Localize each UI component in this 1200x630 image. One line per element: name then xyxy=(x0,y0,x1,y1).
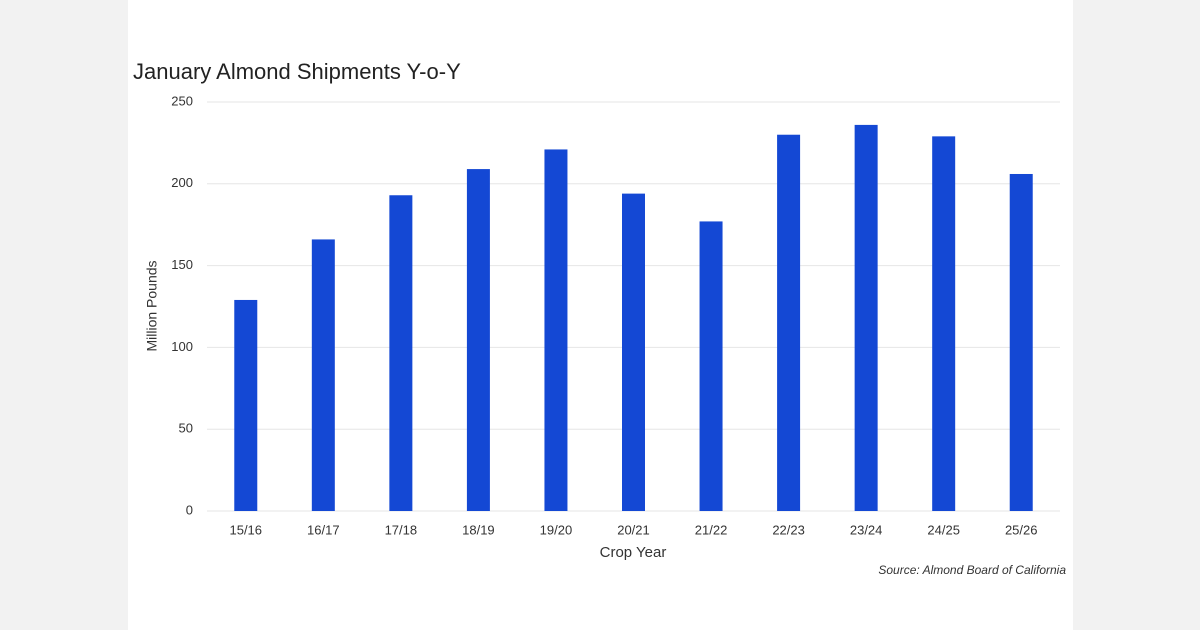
x-tick-label: 16/17 xyxy=(307,522,340,537)
x-tick-label: 19/20 xyxy=(540,522,573,537)
x-axis-label: Crop Year xyxy=(600,544,667,561)
bar xyxy=(234,299,258,511)
x-tick-label: 22/23 xyxy=(772,522,805,537)
x-tick-label: 17/18 xyxy=(385,522,418,537)
y-tick-label: 0 xyxy=(186,502,193,517)
card xyxy=(128,0,1073,630)
bar xyxy=(777,134,801,511)
x-tick-label: 20/21 xyxy=(617,522,650,537)
y-tick-label: 250 xyxy=(171,93,193,108)
bar xyxy=(699,221,723,512)
x-tick-label: 18/19 xyxy=(462,522,495,537)
bar xyxy=(544,149,568,511)
bar xyxy=(466,169,490,512)
x-tick-label: 25/26 xyxy=(1005,522,1038,537)
bar xyxy=(1009,173,1033,511)
x-tick-label: 21/22 xyxy=(695,522,728,537)
bar xyxy=(311,239,335,511)
source-note: Source: Almond Board of California xyxy=(878,563,1066,577)
y-tick-label: 100 xyxy=(171,339,193,354)
y-tick-label: 150 xyxy=(171,257,193,272)
bar xyxy=(932,136,956,511)
chart-title: January Almond Shipments Y-o-Y xyxy=(133,59,461,84)
x-tick-label: 23/24 xyxy=(850,522,883,537)
y-tick-label: 200 xyxy=(171,175,193,190)
bar xyxy=(854,124,878,512)
x-tick-label: 24/25 xyxy=(927,522,960,537)
x-tick-label: 15/16 xyxy=(229,522,262,537)
y-axis-label: Million Pounds xyxy=(144,260,160,351)
bar xyxy=(622,193,645,511)
bar xyxy=(389,195,413,511)
y-tick-label: 50 xyxy=(179,421,193,436)
